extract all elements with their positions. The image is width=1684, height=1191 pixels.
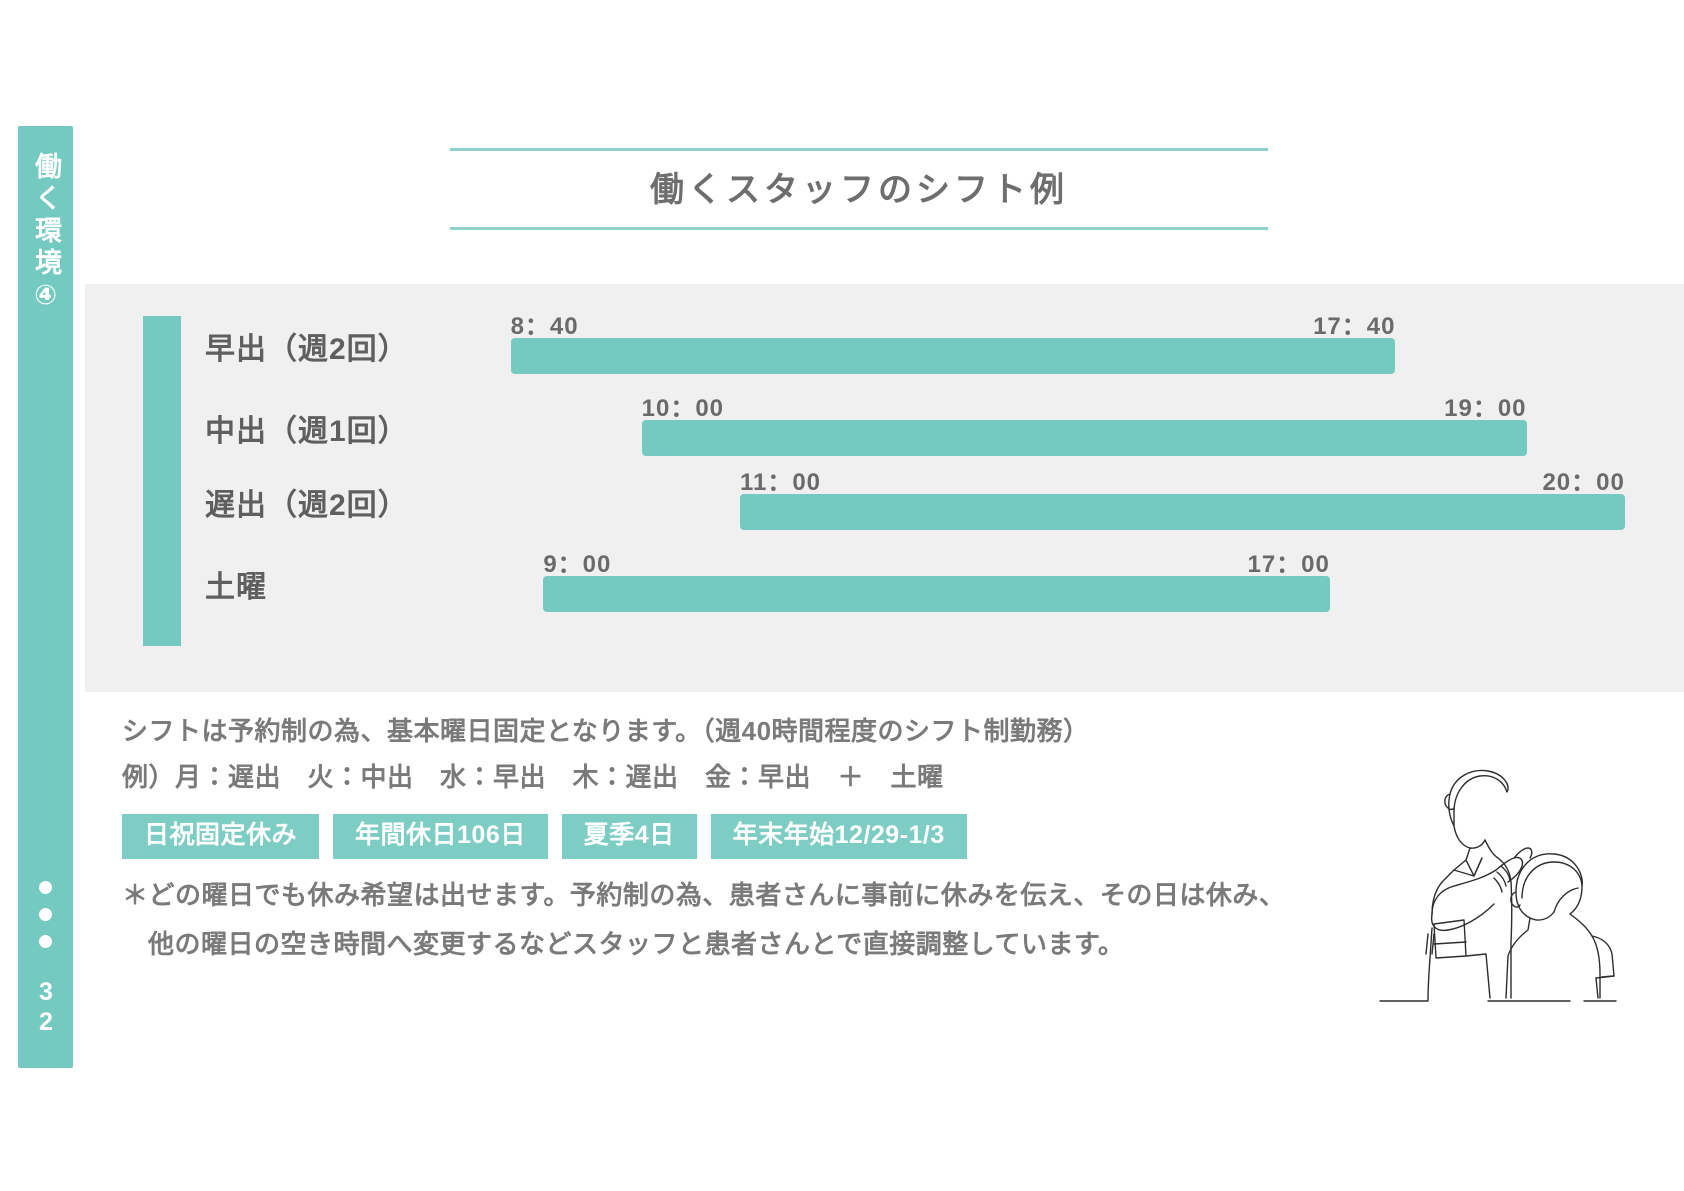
section-label: 働く環境④: [18, 152, 73, 316]
shift-row: 早出（週2回） 8：40 17：40: [85, 306, 1684, 386]
shift-end-time: 20：00: [1542, 469, 1625, 496]
shift-bar: [641, 420, 1527, 456]
benefit-badge: 日祝固定休み: [122, 814, 320, 859]
shift-bar-track: 9：00 17：00: [445, 544, 1684, 624]
shift-row-label: 早出（週2回）: [205, 333, 409, 366]
therapist-treating-patient-icon: [1370, 748, 1656, 1010]
shift-bar-track: 10：00 19：00: [445, 388, 1684, 468]
shift-bar-track: 11：00 20：00: [445, 462, 1684, 542]
shift-row-label: 土曜: [205, 571, 267, 604]
shift-bar-track: 8：40 17：40: [445, 306, 1684, 386]
progress-dot: [39, 935, 52, 948]
notes-section: シフトは予約制の為、基本曜日固定となります。（週40時間程度のシフト制勤務） 例…: [122, 708, 1302, 969]
shift-row-label: 遅出（週2回）: [205, 489, 409, 522]
page-title: 働くスタッフのシフト例: [450, 148, 1268, 230]
benefit-badges: 日祝固定休み 年間休日106日 夏季4日 年末年始12/29-1/3: [122, 814, 1302, 859]
shift-row: 土曜 9：00 17：00: [85, 544, 1684, 624]
progress-dot: [39, 908, 52, 921]
shift-end-time: 19：00: [1444, 395, 1527, 422]
note-line-2: 例）月：遅出 火：中出 水：早出 木：遅出 金：早出 ＋ 土曜: [122, 762, 944, 792]
chart-accent-bar: [143, 316, 181, 646]
shift-bar: [739, 494, 1625, 530]
shift-row: 中出（週1回） 10：00 19：00: [85, 388, 1684, 468]
shift-start-time: 9：00: [543, 551, 612, 578]
shift-chart-panel: 早出（週2回） 8：40 17：40 中出（週1回） 10：00 19：00 遅出（週2回）…: [85, 284, 1684, 692]
shift-end-time: 17：40: [1313, 313, 1396, 340]
footnote-line-2: 他の曜日の空き時間へ変更するなどスタッフと患者さんとで直接調整しています。: [148, 929, 1125, 959]
benefit-badge: 年末年始12/29-1/3: [710, 814, 967, 859]
shift-bar: [543, 576, 1330, 612]
shift-row: 遅出（週2回） 11：00 20：00: [85, 462, 1684, 542]
progress-dots: [18, 881, 73, 948]
page-number: 32: [18, 978, 73, 1038]
benefit-badge: 年間休日106日: [333, 814, 548, 859]
progress-dot: [39, 881, 52, 894]
footnotes: ＊どの曜日でも休み希望は出せます。予約制の為、患者さんに事前に休みを伝え、その日…: [122, 871, 1302, 969]
shift-start-time: 10：00: [641, 395, 725, 422]
page-title-text: 働くスタッフのシフト例: [650, 171, 1068, 209]
section-label-text: 働く環境④: [31, 152, 61, 316]
shift-end-time: 17：00: [1247, 551, 1330, 578]
shift-start-time: 8：40: [510, 313, 579, 340]
page-number-text: 32: [32, 978, 60, 1038]
shift-start-time: 11：00: [739, 469, 822, 496]
shift-bar: [510, 338, 1396, 374]
side-rail: 働く環境④ 32: [18, 126, 73, 1068]
footnote-line-1: ＊どの曜日でも休み希望は出せます。予約制の為、患者さんに事前に休みを伝え、その日…: [122, 880, 1286, 910]
note-line-1: シフトは予約制の為、基本曜日固定となります。（週40時間程度のシフト制勤務）: [122, 716, 1090, 746]
benefit-badge: 夏季4日: [561, 814, 697, 859]
shift-row-label: 中出（週1回）: [205, 415, 409, 448]
shift-chart-rows: 早出（週2回） 8：40 17：40 中出（週1回） 10：00 19：00 遅出（週2回）…: [85, 284, 1684, 692]
